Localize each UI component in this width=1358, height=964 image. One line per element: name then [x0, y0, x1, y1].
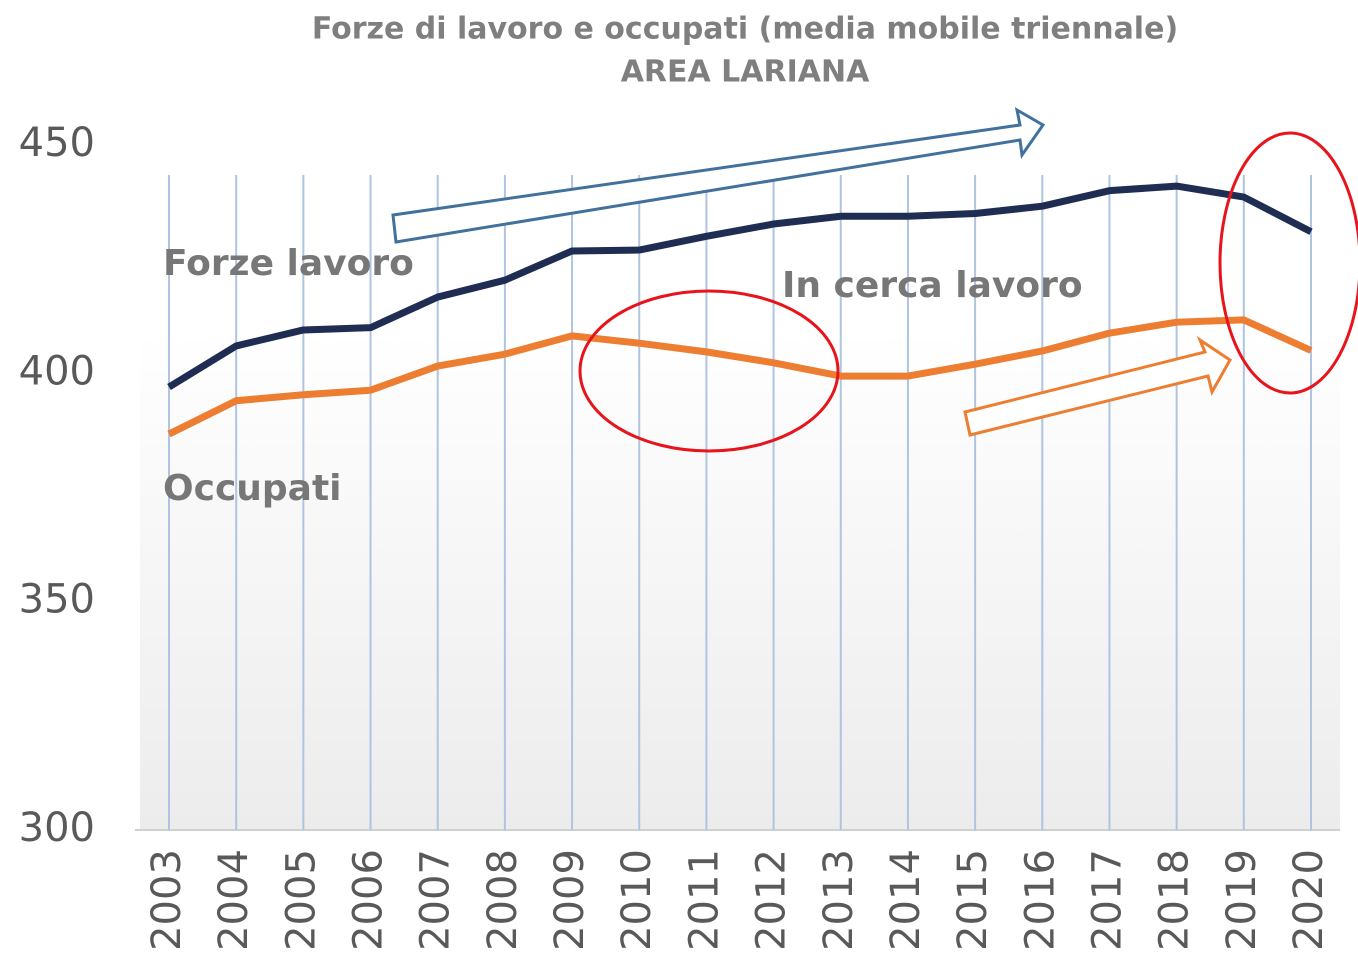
x-tick-label: 2019 — [1219, 849, 1265, 951]
chart-subtitle: AREA LARIANA — [621, 55, 870, 90]
x-tick-label: 2005 — [278, 849, 324, 951]
plot-background — [140, 330, 1340, 830]
annotation: In cerca lavoro — [782, 265, 1083, 306]
y-tick-label: 400 — [19, 348, 95, 394]
x-tick-label: 2013 — [816, 849, 862, 951]
x-tick-label: 2010 — [614, 849, 660, 951]
x-tick-label: 2004 — [211, 849, 257, 951]
trend-arrow — [391, 107, 1046, 244]
x-tick-label: 2014 — [883, 849, 929, 951]
y-tick-label: 300 — [19, 805, 95, 851]
x-tick-label: 2012 — [749, 849, 795, 951]
x-tick-label: 2003 — [144, 849, 190, 951]
x-tick-label: 2020 — [1286, 849, 1332, 951]
y-tick-label: 350 — [19, 577, 95, 623]
highlight-ellipse — [1218, 131, 1358, 395]
series-label: Forze lavoro — [163, 243, 414, 284]
series-label: Occupati — [163, 468, 342, 509]
trend-arrow — [963, 336, 1232, 437]
x-tick-label: 2008 — [480, 849, 526, 951]
series-line — [167, 182, 1313, 391]
y-tick-label: 450 — [19, 120, 95, 166]
highlight-ellipse — [578, 289, 840, 453]
x-tick-label: 2018 — [1152, 849, 1198, 951]
chart-title: Forze di lavoro e occupati (media mobile… — [312, 12, 1178, 47]
series-line — [167, 316, 1313, 438]
x-tick-label: 2016 — [1017, 849, 1063, 951]
x-tick-label: 2007 — [413, 849, 459, 951]
x-tick-label: 2009 — [547, 849, 593, 951]
x-tick-label: 2017 — [1084, 849, 1130, 951]
x-tick-label: 2006 — [346, 849, 392, 951]
x-tick-label: 2011 — [681, 849, 727, 951]
x-tick-label: 2015 — [950, 849, 996, 951]
